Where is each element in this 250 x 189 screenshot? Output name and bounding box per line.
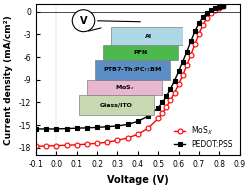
PEDOT:PSS [96, 126, 98, 129]
MoS$_X$ [206, 17, 209, 19]
Text: Al: Al [145, 34, 152, 39]
PEDOT:PSS [75, 127, 78, 129]
Polygon shape [79, 95, 154, 115]
MoS$_X$ [65, 144, 68, 146]
MoS$_X$ [136, 133, 139, 135]
Polygon shape [87, 80, 162, 95]
MoS$_X$ [45, 145, 48, 147]
MoS$_X$ [55, 144, 58, 147]
PEDOT:PSS [126, 123, 129, 125]
Text: Glass/ITO: Glass/ITO [100, 103, 133, 108]
MoS$_X$ [173, 91, 176, 94]
PEDOT:PSS [34, 128, 37, 130]
MoS$_X$ [202, 23, 204, 26]
PEDOT:PSS [177, 70, 180, 73]
PEDOT:PSS [157, 107, 160, 109]
PEDOT:PSS [210, 9, 213, 11]
PEDOT:PSS [146, 115, 150, 117]
MoS$_X$ [218, 7, 221, 9]
MoS$_X$ [194, 43, 196, 45]
MoS$_X$ [169, 99, 172, 101]
MoS$_X$ [116, 139, 119, 141]
Text: PTB7-Th:PC$_{71}$BM: PTB7-Th:PC$_{71}$BM [103, 66, 162, 74]
MoS$_X$ [185, 64, 188, 67]
PEDOT:PSS [45, 128, 48, 130]
PEDOT:PSS [218, 6, 221, 8]
MoS$_X$ [75, 144, 78, 146]
PEDOT:PSS [185, 51, 188, 53]
X-axis label: Voltage (V): Voltage (V) [107, 175, 169, 185]
MoS$_X$ [181, 74, 184, 76]
PEDOT:PSS [165, 95, 168, 98]
PEDOT:PSS [173, 79, 176, 82]
PEDOT:PSS [198, 22, 200, 24]
MoS$_X$ [177, 83, 180, 85]
Line: PEDOT:PSS: PEDOT:PSS [34, 4, 226, 131]
Text: PFN: PFN [133, 50, 148, 55]
PEDOT:PSS [116, 125, 119, 127]
MoS$_X$ [126, 137, 129, 139]
PEDOT:PSS [214, 7, 217, 9]
Polygon shape [103, 45, 178, 60]
MoS$_X$ [214, 9, 217, 11]
Circle shape [72, 10, 95, 32]
PEDOT:PSS [189, 40, 192, 42]
PEDOT:PSS [106, 125, 109, 128]
PEDOT:PSS [65, 127, 68, 130]
MoS$_X$ [198, 33, 200, 35]
MoS$_X$ [34, 145, 37, 147]
MoS$_X$ [222, 5, 225, 8]
Line: MoS$_X$: MoS$_X$ [34, 4, 226, 149]
MoS$_X$ [165, 106, 168, 108]
MoS$_X$ [146, 127, 150, 129]
Text: MoS$_x$: MoS$_x$ [115, 83, 134, 92]
Legend: MoS$_X$, PEDOT:PSS: MoS$_X$, PEDOT:PSS [171, 122, 236, 152]
Y-axis label: Current density (mA/cm²): Current density (mA/cm²) [4, 15, 13, 145]
MoS$_X$ [161, 112, 164, 114]
PEDOT:PSS [86, 127, 88, 129]
Text: V: V [80, 16, 87, 26]
PEDOT:PSS [206, 12, 209, 14]
MoS$_X$ [157, 117, 160, 119]
Polygon shape [95, 60, 170, 80]
MoS$_X$ [189, 54, 192, 56]
PEDOT:PSS [169, 88, 172, 90]
PEDOT:PSS [202, 16, 204, 18]
Polygon shape [110, 27, 186, 45]
PEDOT:PSS [136, 120, 139, 122]
PEDOT:PSS [181, 60, 184, 63]
MoS$_X$ [210, 12, 213, 14]
MoS$_X$ [96, 142, 98, 144]
PEDOT:PSS [161, 101, 164, 104]
PEDOT:PSS [55, 128, 58, 130]
PEDOT:PSS [222, 5, 225, 8]
MoS$_X$ [106, 141, 109, 143]
MoS$_X$ [86, 143, 88, 145]
PEDOT:PSS [194, 30, 196, 33]
